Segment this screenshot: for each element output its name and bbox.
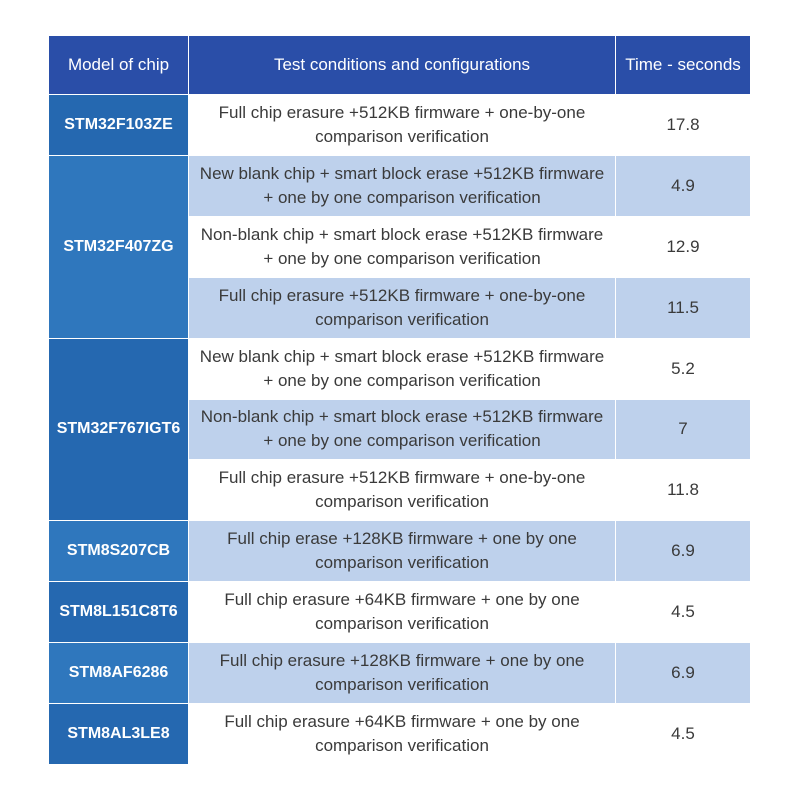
test-condition-cell: Full chip erasure +512KB firmware + one-… xyxy=(188,276,616,339)
chip-model-cell: STM8AF6286 xyxy=(48,642,189,705)
test-condition-cell: Full chip erasure +64KB firmware + one b… xyxy=(188,581,616,644)
test-condition-cell: Non-blank chip + smart block erase +512K… xyxy=(188,398,616,461)
table-row: STM32F103ZE Full chip erasure +512KB firm… xyxy=(48,94,751,156)
table-header: Model of chip Test conditions and config… xyxy=(48,35,751,95)
time-seconds-cell: 4.9 xyxy=(615,154,751,217)
table-row: Full chip erasure +512KB firmware + one-… xyxy=(49,459,751,522)
table-row: Non-blank chip + smart block erase +512K… xyxy=(49,398,751,461)
header-conditions: Test conditions and configurations xyxy=(188,35,616,95)
header-model: Model of chip xyxy=(48,35,189,95)
test-condition-cell: Full chip erase +128KB firmware + one by… xyxy=(188,520,616,583)
table-row: Non-blank chip + smart block erase +512K… xyxy=(49,215,751,278)
time-seconds-cell: 4.5 xyxy=(615,581,751,644)
time-seconds-cell: 17.8 xyxy=(615,94,751,156)
test-condition-cell: Full chip erasure +128KB firmware + one … xyxy=(188,642,616,705)
time-seconds-cell: 11.5 xyxy=(615,276,751,339)
table-row: STM8AL3LE8 Full chip erasure +64KB firmwa… xyxy=(48,703,751,765)
time-seconds-cell: 11.8 xyxy=(615,459,751,522)
time-seconds-cell: 6.9 xyxy=(615,520,751,583)
time-seconds-cell: 7 xyxy=(615,398,751,461)
test-condition-cell: New blank chip + smart block erase +512K… xyxy=(188,154,616,217)
table-row: STM8L151C8T6 Full chip erasure +64KB firm… xyxy=(48,581,751,644)
header-time: Time - seconds xyxy=(615,35,751,95)
test-condition-cell: Full chip erasure +64KB firmware + one b… xyxy=(188,703,616,765)
test-condition-cell: Full chip erasure +512KB firmware + one-… xyxy=(188,459,616,522)
chip-timing-table: Model of chip Test conditions and config… xyxy=(48,35,751,765)
chip-model-cell: STM8S207CB xyxy=(48,520,189,583)
table-row: STM8AF6286 Full chip erasure +128KB firmw… xyxy=(48,642,751,705)
header-row: Model of chip Test conditions and config… xyxy=(48,35,751,95)
test-condition-cell: Full chip erasure +512KB firmware + one-… xyxy=(188,94,616,156)
test-condition-cell: New blank chip + smart block erase +512K… xyxy=(188,337,616,400)
table-row: STM32F767IGT6 New blank chip + smart bloc… xyxy=(48,337,751,522)
table-row: STM32F407ZG New blank chip + smart block … xyxy=(48,154,751,339)
test-condition-cell: Non-blank chip + smart block erase +512K… xyxy=(188,215,616,278)
time-seconds-cell: 5.2 xyxy=(615,337,751,400)
chip-model-cell: STM32F767IGT6 xyxy=(48,337,189,522)
table-row: STM8S207CB Full chip erase +128KB firmwar… xyxy=(48,520,751,583)
chip-model-cell: STM8L151C8T6 xyxy=(48,581,189,644)
chip-model-cell: STM32F103ZE xyxy=(48,94,189,156)
time-seconds-cell: 6.9 xyxy=(615,642,751,705)
table-body: STM32F103ZE Full chip erasure +512KB firm… xyxy=(48,94,751,765)
chip-model-cell: STM8AL3LE8 xyxy=(48,703,189,765)
table-row: Full chip erasure +512KB firmware + one-… xyxy=(49,276,751,339)
chip-model-cell: STM32F407ZG xyxy=(48,154,189,339)
time-seconds-cell: 4.5 xyxy=(615,703,751,765)
time-seconds-cell: 12.9 xyxy=(615,215,751,278)
